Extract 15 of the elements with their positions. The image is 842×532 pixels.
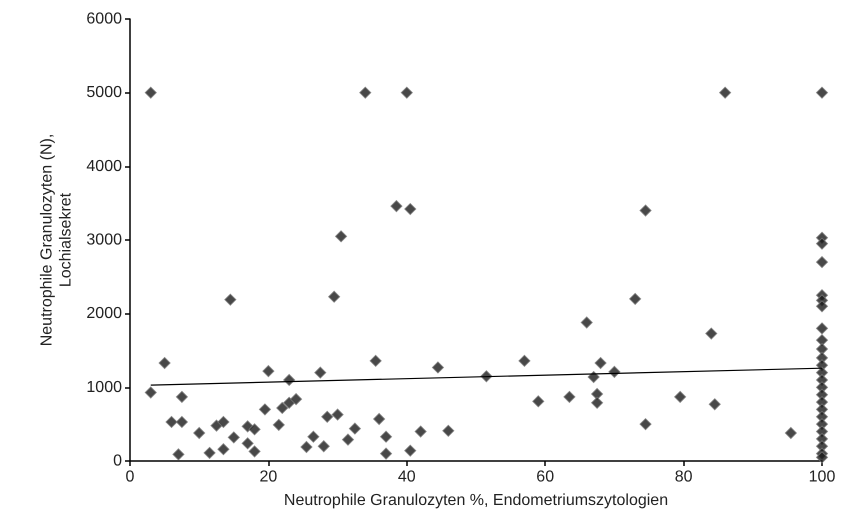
y-tick-label: 0 (113, 452, 122, 470)
y-axis-title: Neutrophile Granulozyten (N), Lochialsekret (38, 134, 75, 346)
x-tick-label: 20 (260, 468, 278, 486)
x-tick-label: 100 (808, 468, 836, 486)
y-tick-label: 5000 (86, 84, 122, 102)
y-tick-label: 3000 (86, 232, 122, 248)
x-tick-label: 40 (398, 468, 416, 486)
x-tick-label: 60 (536, 468, 554, 486)
y-tick-label: 4000 (86, 158, 122, 175)
x-axis-title: Neutrophile Granulozyten %, Endometriumszytologien (284, 492, 668, 509)
y-tick-label: 6000 (86, 10, 122, 28)
y-tick-label: 1000 (86, 378, 122, 396)
x-tick-label: 0 (126, 468, 135, 486)
y-tick-label: 2000 (86, 305, 122, 322)
x-tick-label: 80 (674, 468, 693, 486)
